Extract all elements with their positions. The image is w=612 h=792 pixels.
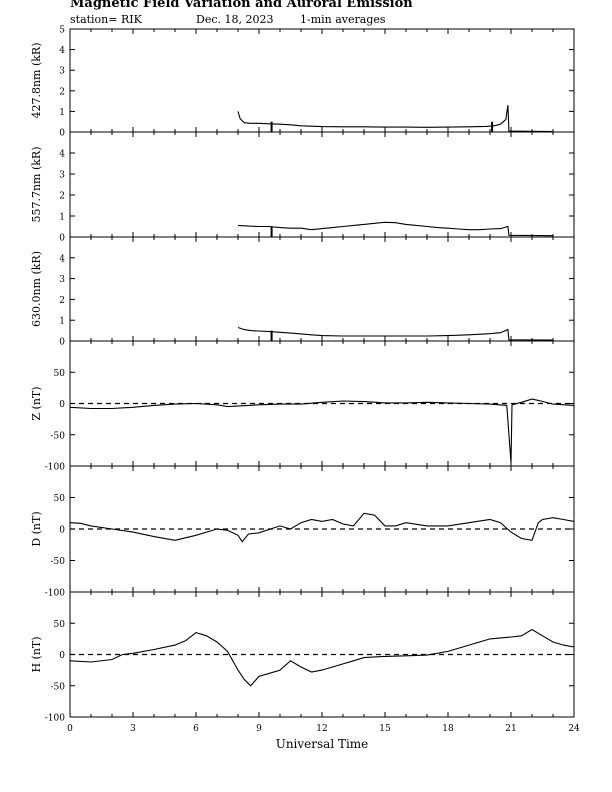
y-axis-label: Z (nT): [30, 386, 43, 420]
y-tick-label: 0: [59, 400, 65, 410]
x-tick-label: 15: [379, 724, 391, 734]
y-tick-label: 1: [59, 317, 65, 327]
panel-5: -100 -50 0 50 H (nT) 0 3 6 9 12 15 18 21 24 Universal …: [30, 591, 580, 751]
panel-3: -100 -50 0 50 Z (nT): [30, 340, 575, 473]
panel-0: 0 1 2 3 4 5 427.8nm (kR): [30, 26, 575, 139]
y-tick-label: -50: [51, 557, 66, 567]
panel-2: 0 1 2 3 4 630.0nm (kR): [30, 236, 575, 348]
y-tick-label: 50: [54, 369, 66, 379]
y-tick-label: 2: [59, 296, 65, 306]
y-tick-label: 3: [59, 67, 65, 77]
x-tick-label: 6: [193, 724, 199, 734]
y-tick-label: 2: [59, 192, 65, 202]
series-line: [237, 221, 554, 237]
averaging-label: 1-min averages: [300, 13, 386, 26]
panel-4: -100 -50 0 50 D (nT): [30, 465, 575, 599]
y-tick-label: 2: [59, 87, 65, 97]
y-tick-label: 0: [59, 338, 65, 348]
station-label: station= RIK: [70, 13, 142, 26]
panel-frame: [69, 131, 575, 238]
panel-frame: [69, 28, 575, 133]
x-tick-label: 21: [505, 724, 516, 734]
y-tick-label: 0: [59, 526, 65, 536]
series-line: [69, 398, 575, 463]
x-tick-label: 9: [256, 724, 262, 734]
y-axis-label: 557.7nm (kR): [30, 146, 43, 222]
y-tick-label: -50: [51, 431, 66, 441]
y-tick-label: 1: [59, 213, 65, 223]
x-axis-label: Universal Time: [276, 737, 369, 751]
y-tick-label: -50: [51, 682, 66, 692]
y-tick-label: -100: [45, 589, 65, 599]
series-line: [237, 326, 554, 341]
x-tick-label: 24: [568, 724, 580, 734]
y-axis-label: 427.8nm (kR): [30, 42, 43, 118]
y-tick-label: 3: [59, 171, 65, 181]
y-axis-label: 630.0nm (kR): [30, 251, 43, 327]
x-tick-label: 0: [67, 724, 73, 734]
y-tick-label: -100: [45, 714, 65, 724]
y-tick-label: 0: [59, 129, 65, 139]
y-tick-label: 4: [59, 46, 65, 56]
y-tick-label: 50: [54, 494, 66, 504]
y-tick-label: -100: [45, 463, 65, 473]
y-tick-label: 5: [59, 26, 65, 36]
series-line: [237, 105, 554, 133]
y-tick-label: 50: [54, 620, 66, 630]
panel-frame: [69, 236, 575, 342]
y-tick-label: 0: [59, 651, 65, 661]
x-tick-label: 3: [130, 724, 136, 734]
x-tick-label: 18: [442, 724, 454, 734]
y-tick-label: 1: [59, 108, 65, 118]
y-tick-label: 0: [59, 234, 65, 244]
x-tick-label: 12: [316, 724, 327, 734]
series-line: [69, 628, 575, 687]
y-axis-label: D (nT): [30, 511, 43, 546]
y-tick-label: 4: [59, 150, 65, 160]
y-axis-label: H (nT): [30, 636, 43, 672]
chart-title: Magnetic Field Variation and Auroral Emi…: [70, 0, 413, 11]
y-tick-label: 3: [59, 275, 65, 285]
panel-1: 0 1 2 3 4 557.7nm (kR): [30, 131, 575, 244]
series-line: [69, 512, 575, 543]
date-label: Dec. 18, 2023: [196, 13, 274, 26]
y-tick-label: 4: [59, 254, 65, 264]
